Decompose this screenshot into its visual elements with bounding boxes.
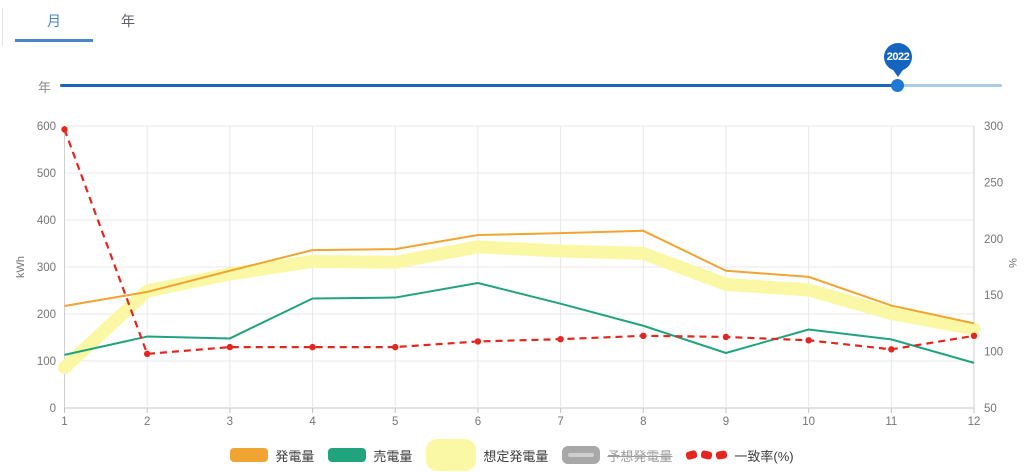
x-axis-tick: 7: [557, 416, 563, 428]
legend-label-forecast-generation: 予想発電量: [607, 448, 673, 464]
left-axis-tick: 100: [37, 356, 56, 368]
legend-item-sold-power[interactable]: 売電量: [328, 446, 412, 465]
x-axis-tick: 9: [723, 416, 729, 428]
year-slider-thumb[interactable]: [891, 79, 904, 92]
series-point-4: [888, 346, 895, 353]
left-axis-tick: 200: [37, 309, 56, 321]
right-axis-tick: 250: [984, 177, 1003, 189]
left-axis-title: kWh: [15, 256, 27, 278]
right-axis-tick: 100: [984, 347, 1003, 359]
x-axis-tick: 2: [144, 416, 150, 428]
right-axis-tick: 150: [984, 290, 1003, 302]
left-axis-tick: 600: [37, 121, 56, 133]
x-axis-tick: 8: [640, 416, 646, 428]
legend-label-assumed-generation: 想定発電量: [483, 448, 549, 464]
x-axis-tick: 3: [227, 416, 233, 428]
series-band-2: [58, 240, 981, 375]
series-point-4: [722, 333, 730, 341]
series-point-4: [309, 343, 316, 351]
x-axis-tick: 5: [392, 416, 398, 428]
tab-year[interactable]: 年: [105, 8, 151, 42]
series-point-4: [970, 332, 978, 340]
left-axis-tick: 0: [50, 403, 56, 415]
x-axis-tick: 10: [802, 416, 815, 428]
left-axis-tick: 500: [37, 168, 56, 180]
tab-month[interactable]: 月: [15, 8, 93, 42]
assumed-generation-swatch-icon: [426, 439, 477, 471]
series-point-4: [61, 126, 68, 133]
series-point-4: [805, 337, 812, 344]
series-line-1: [64, 281, 975, 364]
chart-canvas: 0 100 200 300 400 500 600 1 2 3 4 5 6 7 8 9 10 11 12 50 100 1…: [0, 100, 1024, 435]
left-axis-tick: 400: [37, 215, 56, 227]
right-axis-tick: 50: [984, 403, 997, 415]
series-point-4: [474, 338, 482, 345]
container-edge: [2, 8, 3, 46]
year-slider-fill: [60, 84, 898, 87]
series-point-4: [392, 343, 399, 351]
forecast-generation-swatch-icon: [562, 446, 601, 464]
series-point-4: [640, 332, 647, 340]
x-axis-tick: 6: [475, 416, 481, 428]
match-rate-swatch-icon: [685, 449, 729, 461]
x-axis-tick: 12: [968, 416, 981, 428]
legend-item-forecast-generation[interactable]: 予想発電量: [562, 446, 672, 465]
legend-item-match-rate[interactable]: 一致率(%): [685, 446, 794, 465]
year-slider-track[interactable]: [60, 79, 1002, 92]
right-axis-tick: 300: [984, 121, 1003, 133]
left-axis-tick: 300: [37, 262, 56, 274]
chart-legend: 発電量 売電量 想定発電量 予想発電量 一致率(%): [0, 437, 1024, 472]
series-point-4: [557, 335, 564, 343]
x-axis-tick: 1: [61, 416, 67, 428]
year-slider-label: 年: [38, 80, 52, 95]
series-point-4: [143, 350, 151, 358]
series-dashed-4: [63, 129, 975, 355]
year-pin[interactable]: 2022: [884, 43, 912, 77]
forecast-swatch-line: [568, 453, 595, 457]
sold-power-swatch-icon: [328, 448, 367, 462]
legend-label-sold-power: 売電量: [373, 448, 413, 464]
year-pin-value: 2022: [886, 51, 910, 63]
tab-year-label: 年: [121, 13, 135, 29]
legend-label-match-rate: 一致率(%): [734, 448, 794, 464]
series-line-0: [64, 229, 975, 325]
right-axis-title: %: [1006, 258, 1018, 268]
tab-month-label: 月: [47, 13, 61, 29]
legend-label-generation: 発電量: [275, 448, 315, 464]
x-axis-tick: 4: [309, 416, 316, 428]
legend-item-generation[interactable]: 発電量: [230, 446, 314, 465]
right-axis-tick: 200: [984, 234, 1003, 246]
x-axis-tick: 11: [885, 416, 897, 428]
series-point-4: [226, 343, 234, 351]
generation-swatch-icon: [230, 448, 269, 462]
legend-item-assumed-generation[interactable]: 想定発電量: [426, 439, 548, 471]
